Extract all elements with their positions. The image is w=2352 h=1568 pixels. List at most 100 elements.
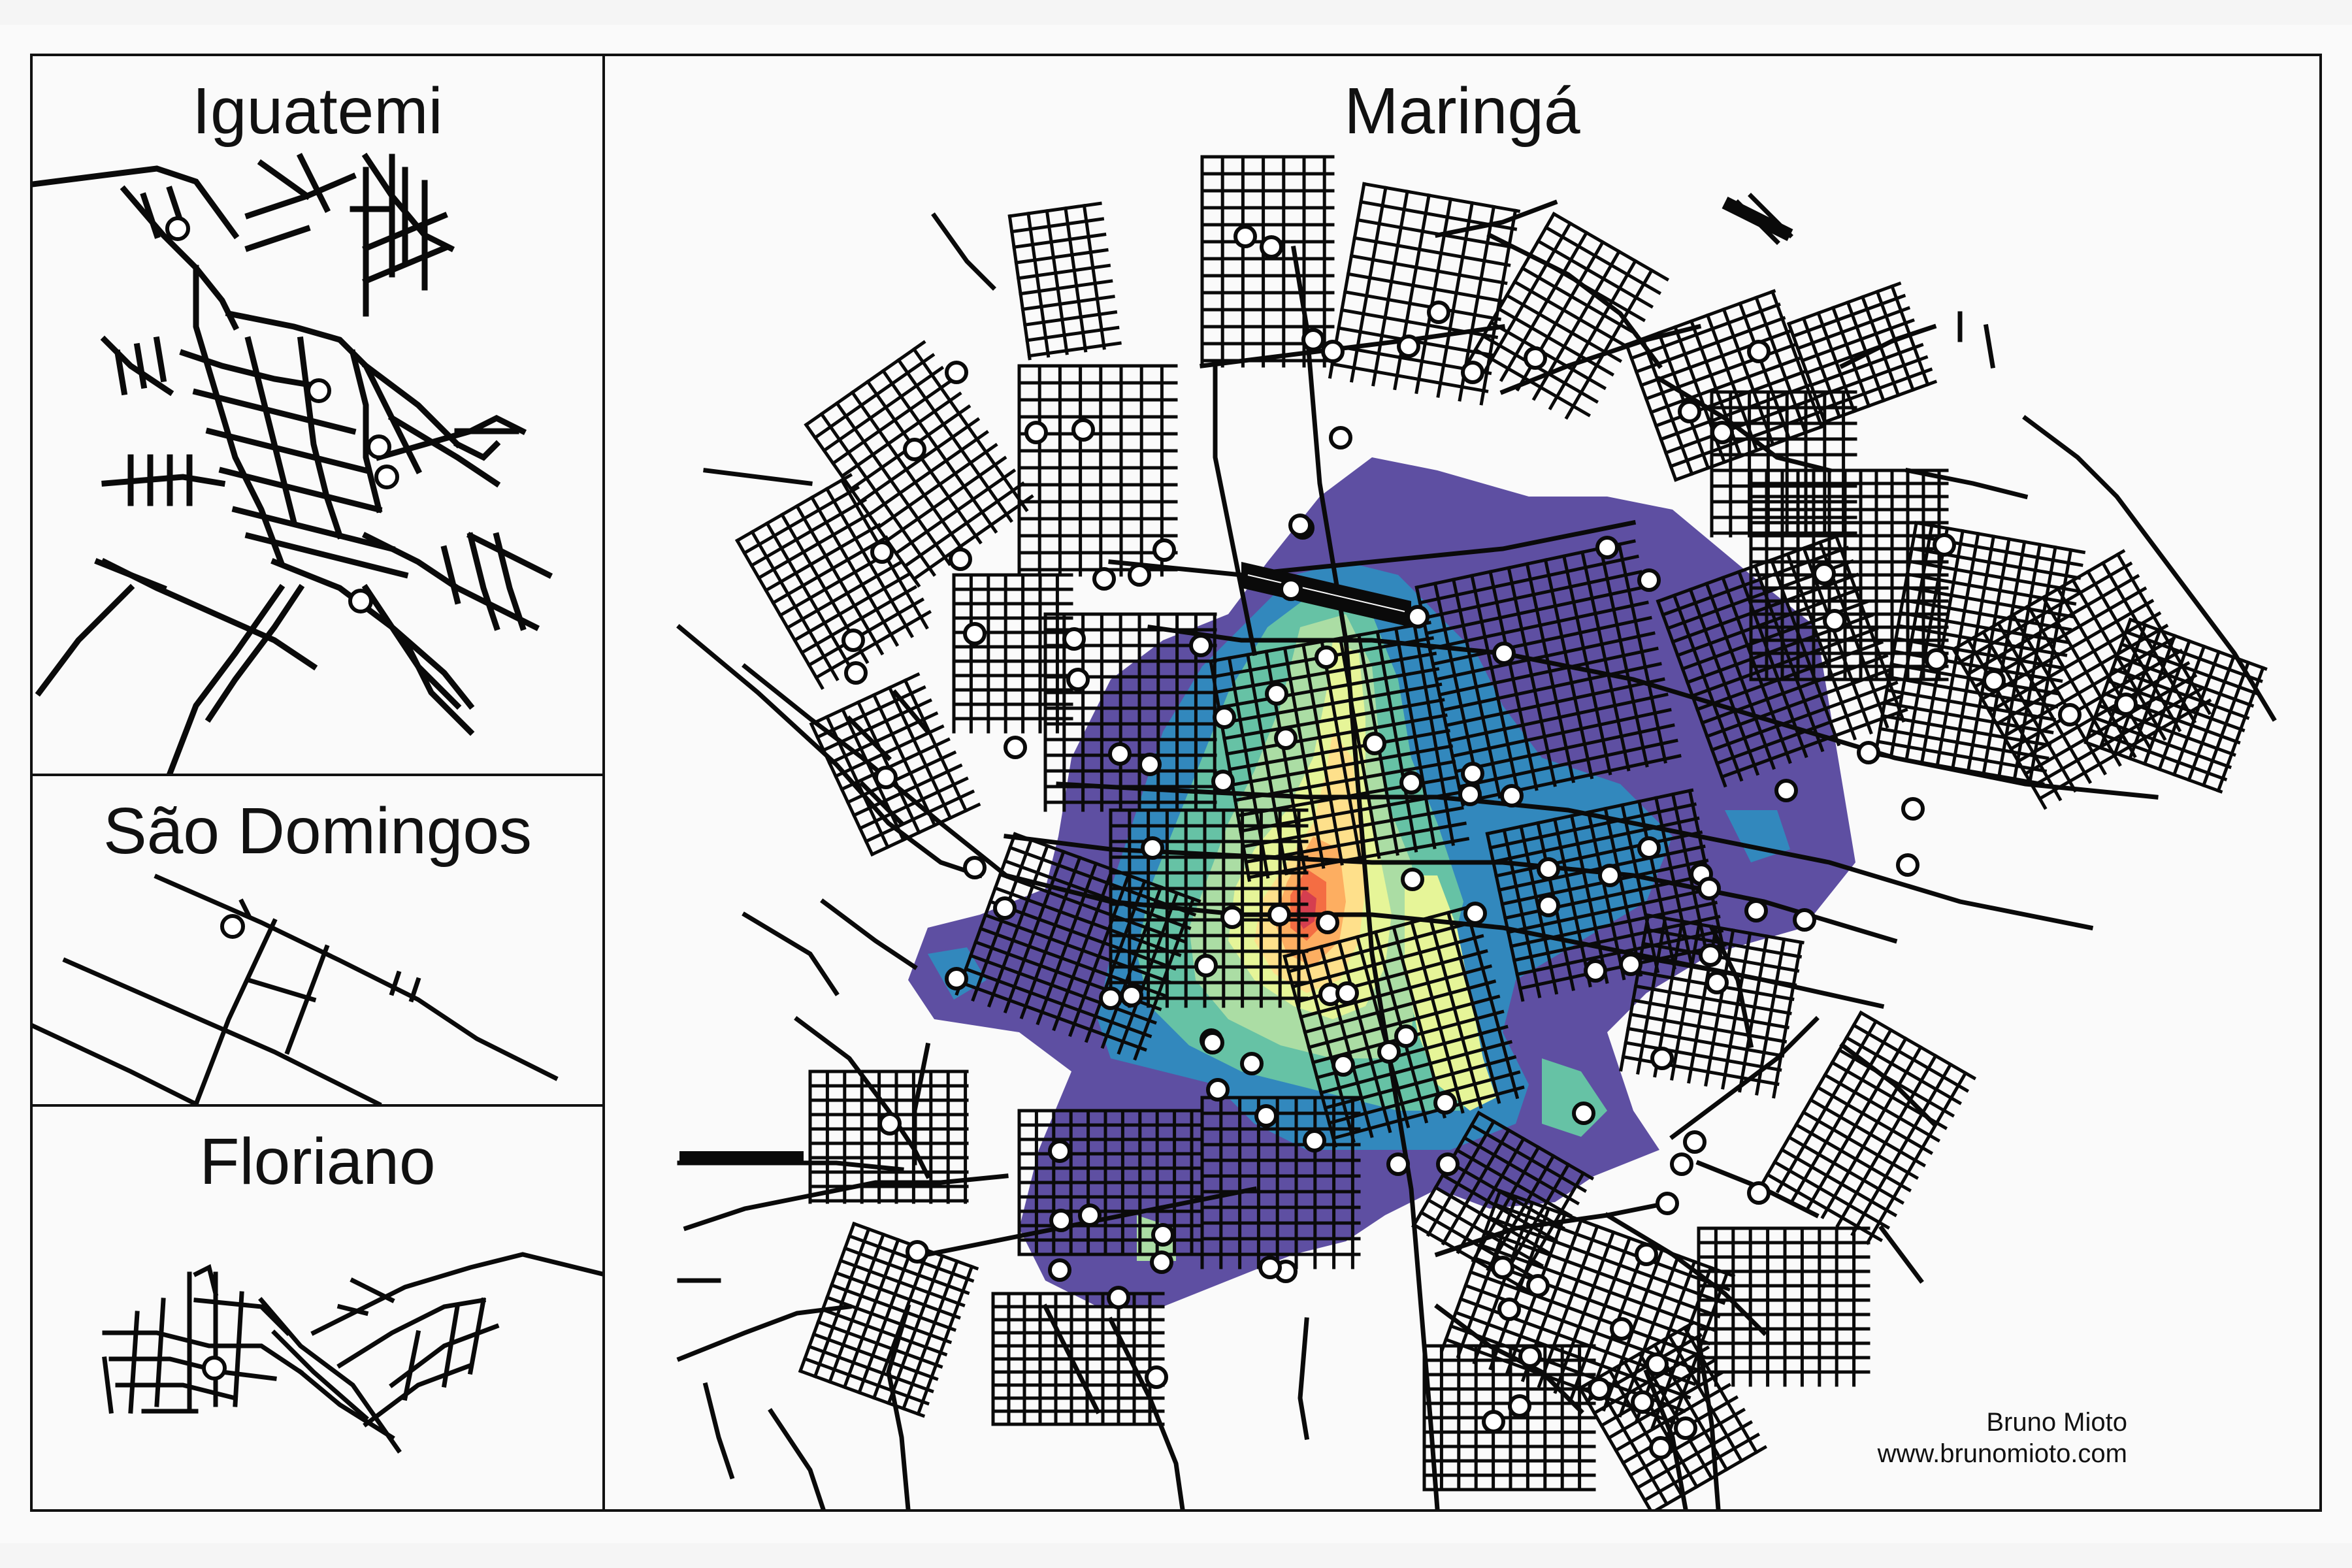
- point-marker: [1048, 1139, 1071, 1163]
- point-marker: [1500, 784, 1524, 808]
- point-marker: [1092, 567, 1116, 591]
- point-marker: [906, 1240, 929, 1264]
- point-marker: [1394, 1024, 1418, 1048]
- point-marker: [1508, 1394, 1531, 1418]
- point-marker: [1189, 634, 1213, 657]
- point-marker: [1645, 1352, 1669, 1376]
- point-marker: [1823, 609, 1846, 632]
- point-marker: [1048, 1258, 1071, 1282]
- point-marker: [1265, 682, 1288, 706]
- point-marker: [1674, 1416, 1697, 1440]
- point-marker: [1401, 868, 1424, 891]
- point-marker: [949, 547, 972, 571]
- point-marker: [306, 378, 331, 403]
- point-marker: [1331, 1053, 1355, 1077]
- point-marker: [1619, 953, 1642, 976]
- point-marker: [1151, 1223, 1175, 1247]
- sao-domingos-roads: [33, 874, 559, 1104]
- point-marker: [1710, 421, 1734, 444]
- point-marker: [1524, 346, 1547, 370]
- point-marker: [1631, 1390, 1654, 1414]
- credit-author: Bruno Mioto: [1986, 1408, 2127, 1437]
- point-marker: [1537, 857, 1560, 881]
- point-marker: [2114, 693, 2138, 716]
- point-marker: [1321, 340, 1345, 363]
- point-marker: [1258, 1256, 1282, 1279]
- point-marker: [1049, 1209, 1073, 1232]
- iguatemi-points: [165, 216, 399, 613]
- point-marker: [1461, 762, 1484, 785]
- point-marker: [1138, 753, 1162, 776]
- point-marker: [1141, 836, 1164, 860]
- point-marker: [1812, 562, 1836, 585]
- point-marker: [1656, 1192, 1679, 1215]
- point-marker: [1152, 538, 1176, 562]
- point-marker: [993, 896, 1017, 920]
- point-marker: [1482, 1410, 1505, 1433]
- point-marker: [1610, 1317, 1633, 1341]
- point-marker: [1194, 954, 1218, 977]
- point-marker: [1518, 1345, 1542, 1368]
- point-marker: [1635, 1243, 1658, 1266]
- point-marker: [1128, 563, 1151, 587]
- point-marker: [1303, 1129, 1326, 1152]
- point-marker: [1397, 335, 1420, 358]
- point-marker: [1267, 903, 1291, 926]
- point-marker: [1598, 864, 1622, 887]
- point-marker: [1637, 836, 1661, 860]
- point-marker: [1747, 1181, 1771, 1205]
- point-marker: [1329, 426, 1352, 449]
- point-marker: [2058, 703, 2082, 727]
- point-marker: [1062, 627, 1086, 651]
- point-marker: [1492, 642, 1516, 665]
- point-marker: [1537, 894, 1560, 917]
- point-marker: [1793, 908, 1816, 932]
- panel-title-floriano: Floriano: [199, 1125, 436, 1198]
- point-marker: [1211, 770, 1235, 793]
- point-marker: [1145, 1365, 1168, 1389]
- maringa-points: [841, 225, 2138, 1460]
- point-marker: [1683, 1130, 1707, 1154]
- point-marker: [1774, 779, 1798, 802]
- point-marker: [878, 1112, 902, 1135]
- point-marker: [870, 540, 894, 564]
- point-marker: [220, 914, 245, 939]
- point-marker: [1584, 959, 1607, 983]
- point-marker: [348, 589, 373, 613]
- point-marker: [945, 361, 968, 384]
- point-marker: [1071, 418, 1095, 442]
- point-marker: [1649, 1436, 1673, 1460]
- point-marker: [1526, 1274, 1550, 1298]
- point-marker: [1933, 533, 1956, 557]
- point-marker: [1588, 1377, 1611, 1401]
- point-marker: [374, 465, 399, 489]
- point-marker: [1896, 853, 1919, 877]
- point-marker: [1747, 340, 1771, 363]
- point-marker: [1004, 736, 1027, 759]
- point-marker: [1288, 514, 1312, 537]
- point-marker: [1315, 645, 1338, 669]
- point-marker: [1279, 578, 1303, 601]
- panel-title-iguatemi: Iguatemi: [192, 74, 443, 148]
- point-marker: [1925, 648, 1948, 672]
- point-marker: [1220, 906, 1244, 929]
- panel-maringa: [602, 54, 2322, 1512]
- floriano-roads: [102, 1252, 602, 1454]
- point-marker: [1491, 1256, 1514, 1279]
- point-marker: [1650, 1047, 1674, 1070]
- credit-website: www.brunomioto.com: [1877, 1439, 2127, 1468]
- point-marker: [1433, 1091, 1457, 1115]
- point-marker: [1406, 605, 1429, 629]
- point-marker: [1901, 797, 1925, 821]
- point-marker: [1274, 727, 1298, 750]
- point-marker: [202, 1356, 227, 1380]
- point-marker: [1427, 301, 1450, 324]
- map-credit: Bruno Mioto www.brunomioto.com: [1878, 1407, 2127, 1469]
- point-marker: [1670, 1152, 1693, 1176]
- point-marker: [1399, 771, 1423, 794]
- point-marker: [1107, 1286, 1130, 1309]
- point-marker: [1108, 742, 1132, 766]
- point-marker: [963, 856, 987, 879]
- point-marker: [1078, 1203, 1102, 1227]
